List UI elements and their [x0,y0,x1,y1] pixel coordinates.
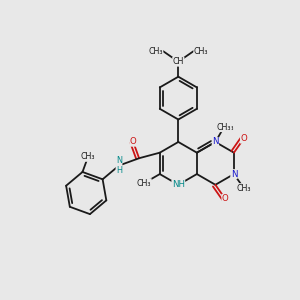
Text: CH₃: CH₃ [81,152,95,161]
Text: CH₃: CH₃ [219,123,234,132]
Text: CH₃: CH₃ [137,179,151,188]
Text: CH: CH [172,57,184,66]
Text: NH: NH [172,180,185,189]
Text: N: N [231,169,237,178]
Text: CH₃: CH₃ [236,184,251,193]
Text: O: O [222,194,229,203]
Text: N: N [212,137,219,146]
Text: O: O [130,137,136,146]
Text: CH₃: CH₃ [217,123,231,132]
Text: CH₃: CH₃ [194,46,208,56]
Text: CH₃: CH₃ [148,46,163,56]
Text: O: O [240,134,247,143]
Text: N
H: N H [116,156,122,175]
